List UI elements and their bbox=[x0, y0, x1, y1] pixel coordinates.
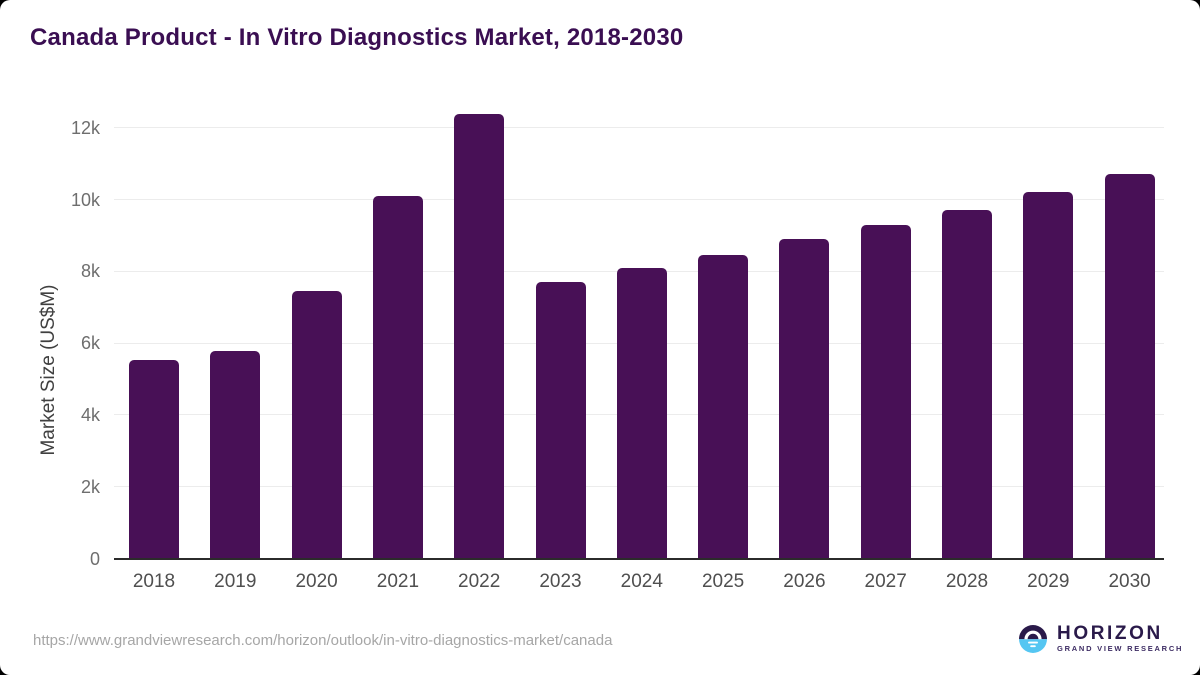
x-tick-label-2020: 2020 bbox=[295, 571, 338, 592]
x-tick-label-2026: 2026 bbox=[783, 571, 826, 592]
bar-2019 bbox=[210, 351, 261, 559]
y-tick-label-4k: 4k bbox=[80, 404, 100, 425]
gridline-12k bbox=[114, 127, 1164, 129]
x-tick-label-2022: 2022 bbox=[458, 571, 501, 592]
bar-2020 bbox=[291, 290, 342, 559]
y-tick-label-2k: 2k bbox=[80, 476, 100, 497]
bar-2030 bbox=[1104, 174, 1155, 559]
y-tick-label-6k: 6k bbox=[80, 333, 100, 354]
horizon-sunset-icon bbox=[1019, 624, 1047, 653]
bar-2025 bbox=[698, 254, 749, 559]
y-tick-label-10k: 10k bbox=[70, 189, 100, 210]
bar-2023 bbox=[535, 281, 586, 559]
bar-2018 bbox=[129, 360, 179, 559]
y-tick-label-8k: 8k bbox=[80, 261, 100, 282]
logo-name: HORIZON bbox=[1057, 623, 1163, 644]
bar-2028 bbox=[942, 210, 992, 559]
source-url-text: https://www.grandviewresearch.com/horizo… bbox=[33, 632, 613, 649]
chart-title: Canada Product - In Vitro Diagnostics Ma… bbox=[30, 24, 684, 51]
x-tick-label-2028: 2028 bbox=[945, 571, 989, 592]
gridline-10k bbox=[114, 199, 1164, 200]
bar-2021 bbox=[372, 195, 423, 559]
x-tick-label-2030: 2030 bbox=[1108, 571, 1151, 592]
bar-2024 bbox=[616, 268, 667, 559]
x-tick-label-2024: 2024 bbox=[620, 571, 663, 592]
y-tick-label-0: 0 bbox=[89, 548, 100, 569]
x-tick-label-2021: 2021 bbox=[376, 571, 420, 592]
bar-2022 bbox=[454, 113, 505, 559]
bar-2026 bbox=[779, 239, 830, 559]
logo-text: HORIZON GRAND VIEW RESEARCH bbox=[1057, 624, 1183, 653]
bar-2029 bbox=[1023, 191, 1074, 559]
x-tick-label-2029: 2029 bbox=[1027, 571, 1070, 592]
bar-2027 bbox=[860, 224, 911, 559]
horizon-logo: HORIZON GRAND VIEW RESEARCH bbox=[1019, 624, 1183, 653]
y-tick-label-12k: 12k bbox=[70, 117, 100, 138]
logo-tagline: GRAND VIEW RESEARCH bbox=[1057, 644, 1184, 653]
x-tick-label-2018: 2018 bbox=[132, 571, 176, 592]
y-axis-title: Market Size (US$M) bbox=[38, 284, 59, 456]
x-tick-label-2027: 2027 bbox=[864, 571, 907, 592]
x-tick-label-2019: 2019 bbox=[214, 571, 257, 592]
x-tick-label-2025: 2025 bbox=[701, 571, 745, 592]
x-tick-label-2023: 2023 bbox=[539, 571, 582, 592]
x-axis-line bbox=[114, 557, 1164, 560]
